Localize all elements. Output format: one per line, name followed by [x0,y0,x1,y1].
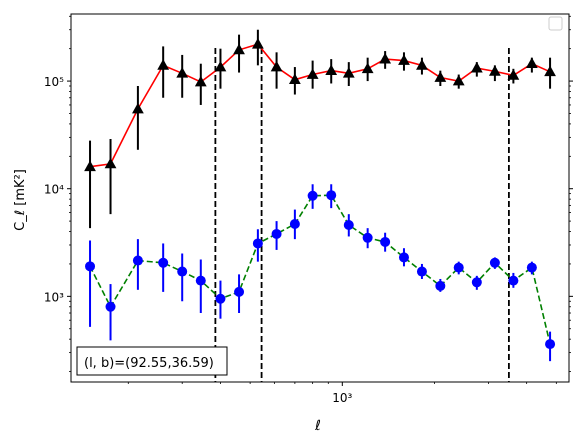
series-1-point [452,74,465,86]
y-axis-label: C_ℓ [mK²] [13,169,28,231]
series-2-point [105,301,116,312]
series-1-point [361,62,374,74]
series-2-point [158,257,169,268]
y-tick-label: 10³ [44,290,64,304]
annotation-text: (l, b)=(92.55,36.59) [84,356,214,371]
series-2-point [471,277,482,288]
series-2-point [435,280,446,291]
series-2-point [380,236,391,247]
series-1-point [342,67,355,78]
series-2-point [508,275,519,286]
series-2-point [398,252,409,263]
series-1-point [488,65,501,76]
series-2-point [85,261,96,272]
series-1-point [416,59,428,70]
series-2-point [307,190,318,201]
series-2-point [326,190,337,201]
series-1-point [233,43,245,55]
series-1-point [507,69,520,80]
series-2-point [343,220,354,231]
series-1-point [104,157,117,169]
series-2-point [289,219,300,230]
plot-layer [84,29,556,382]
axes-layer: 10³ 10⁴ 10⁵ 10³ [44,13,573,405]
series-2-point [177,266,188,277]
series-1-point [132,102,144,114]
series-2-point [132,255,143,266]
series-1-point [525,57,538,69]
series-1-point [288,73,301,85]
series-2-point [195,275,206,286]
series-1-point [194,75,207,87]
legend-box [548,16,563,31]
series-1-point [214,60,227,72]
x-tick-label: 10³ [332,391,352,405]
series-1-point [176,67,189,78]
series-1-point [84,160,96,172]
series-1-point [398,54,410,65]
series-2-point [362,232,373,243]
series-2-point [416,266,427,277]
series-2-point [252,238,263,249]
series-1-point [470,61,483,73]
series-2-point [215,293,226,304]
series-1-point [270,60,283,72]
series-2-point [271,228,282,239]
x-axis-label: ℓ [314,418,321,434]
series-1-point [379,52,392,64]
series-2-point [453,262,464,273]
series-2-point [545,339,556,350]
plot-frame [70,13,570,383]
series-1-line [89,43,551,168]
series-1-point [434,71,447,82]
series-1-point [325,64,338,75]
series-2-point [489,257,500,268]
y-tick-label: 10⁴ [44,183,64,197]
series-1-point [251,38,264,49]
series-1-point [306,68,319,79]
series-2-point [526,262,537,273]
series-2-line [89,194,551,345]
annotation-box: (l, b)=(92.55,36.59) [76,346,228,376]
y-tick-label: 10⁵ [44,75,64,89]
series-2-point [234,286,245,297]
series-1-point [544,65,556,77]
series-1-point [157,59,170,70]
